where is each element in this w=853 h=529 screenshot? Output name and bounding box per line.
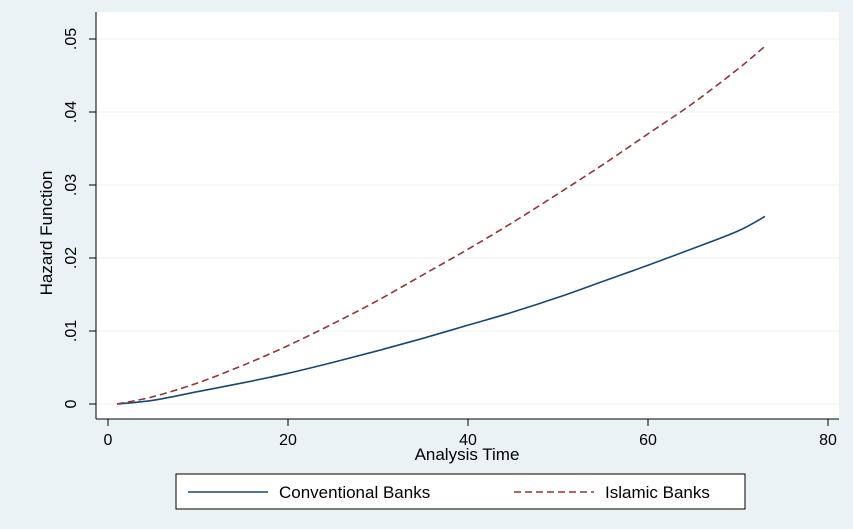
x-tick-label: 20 bbox=[279, 432, 297, 449]
plot-area bbox=[96, 12, 839, 419]
legend-label-conventional-banks: Conventional Banks bbox=[279, 483, 430, 502]
x-tick-label: 80 bbox=[819, 432, 837, 449]
y-tick-label: 0 bbox=[63, 399, 80, 408]
y-tick-label: .03 bbox=[63, 174, 80, 196]
y-tick-label: .05 bbox=[63, 28, 80, 50]
y-tick-label: .01 bbox=[63, 320, 80, 342]
y-tick-label: .04 bbox=[63, 101, 80, 123]
legend-label-islamic-banks: Islamic Banks bbox=[605, 483, 710, 502]
y-tick-label: .02 bbox=[63, 247, 80, 269]
grid-lines bbox=[96, 38, 839, 405]
series-line-conventional-banks bbox=[116, 215, 766, 405]
series-lines bbox=[116, 45, 766, 405]
x-axis-label: Analysis Time bbox=[415, 445, 520, 464]
legend: Conventional Banks Islamic Banks bbox=[175, 473, 746, 510]
x-tick-label: 40 bbox=[459, 432, 477, 449]
legend-box bbox=[175, 473, 746, 510]
y-axis-label: Hazard Function bbox=[37, 171, 56, 296]
axes: 0 .01 .02 .03 .04 .05 0 20 40 60 80 bbox=[63, 12, 839, 449]
x-tick-label: 60 bbox=[639, 432, 657, 449]
x-tick-label: 0 bbox=[104, 432, 113, 449]
